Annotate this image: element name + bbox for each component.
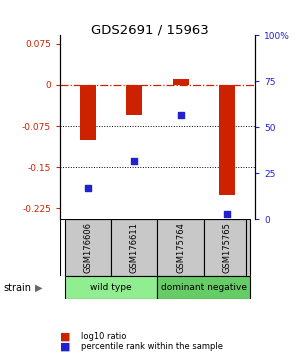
Bar bbox=[64, 219, 111, 276]
Text: GSM175764: GSM175764 bbox=[176, 222, 185, 273]
Point bbox=[225, 211, 230, 217]
Bar bbox=[158, 276, 250, 299]
Point bbox=[132, 158, 137, 164]
Point bbox=[85, 185, 90, 191]
Point bbox=[178, 112, 183, 118]
Text: GSM176606: GSM176606 bbox=[83, 222, 92, 273]
Text: ■: ■ bbox=[60, 331, 70, 341]
Text: GDS2691 / 15963: GDS2691 / 15963 bbox=[91, 23, 209, 36]
Bar bbox=[219, 85, 235, 195]
Bar bbox=[172, 79, 189, 85]
Text: GSM176611: GSM176611 bbox=[130, 222, 139, 273]
Text: dominant negative: dominant negative bbox=[161, 283, 247, 292]
Bar bbox=[111, 219, 158, 276]
Text: GSM175765: GSM175765 bbox=[223, 222, 232, 273]
Bar bbox=[204, 219, 250, 276]
Bar bbox=[80, 85, 96, 140]
Bar bbox=[126, 85, 142, 115]
Bar bbox=[64, 276, 158, 299]
Text: ■: ■ bbox=[60, 342, 70, 352]
Bar bbox=[158, 219, 204, 276]
Text: wild type: wild type bbox=[90, 283, 132, 292]
Text: strain: strain bbox=[3, 282, 31, 293]
Text: ▶: ▶ bbox=[35, 282, 43, 293]
Text: log10 ratio: log10 ratio bbox=[81, 332, 126, 341]
Text: percentile rank within the sample: percentile rank within the sample bbox=[81, 342, 223, 352]
